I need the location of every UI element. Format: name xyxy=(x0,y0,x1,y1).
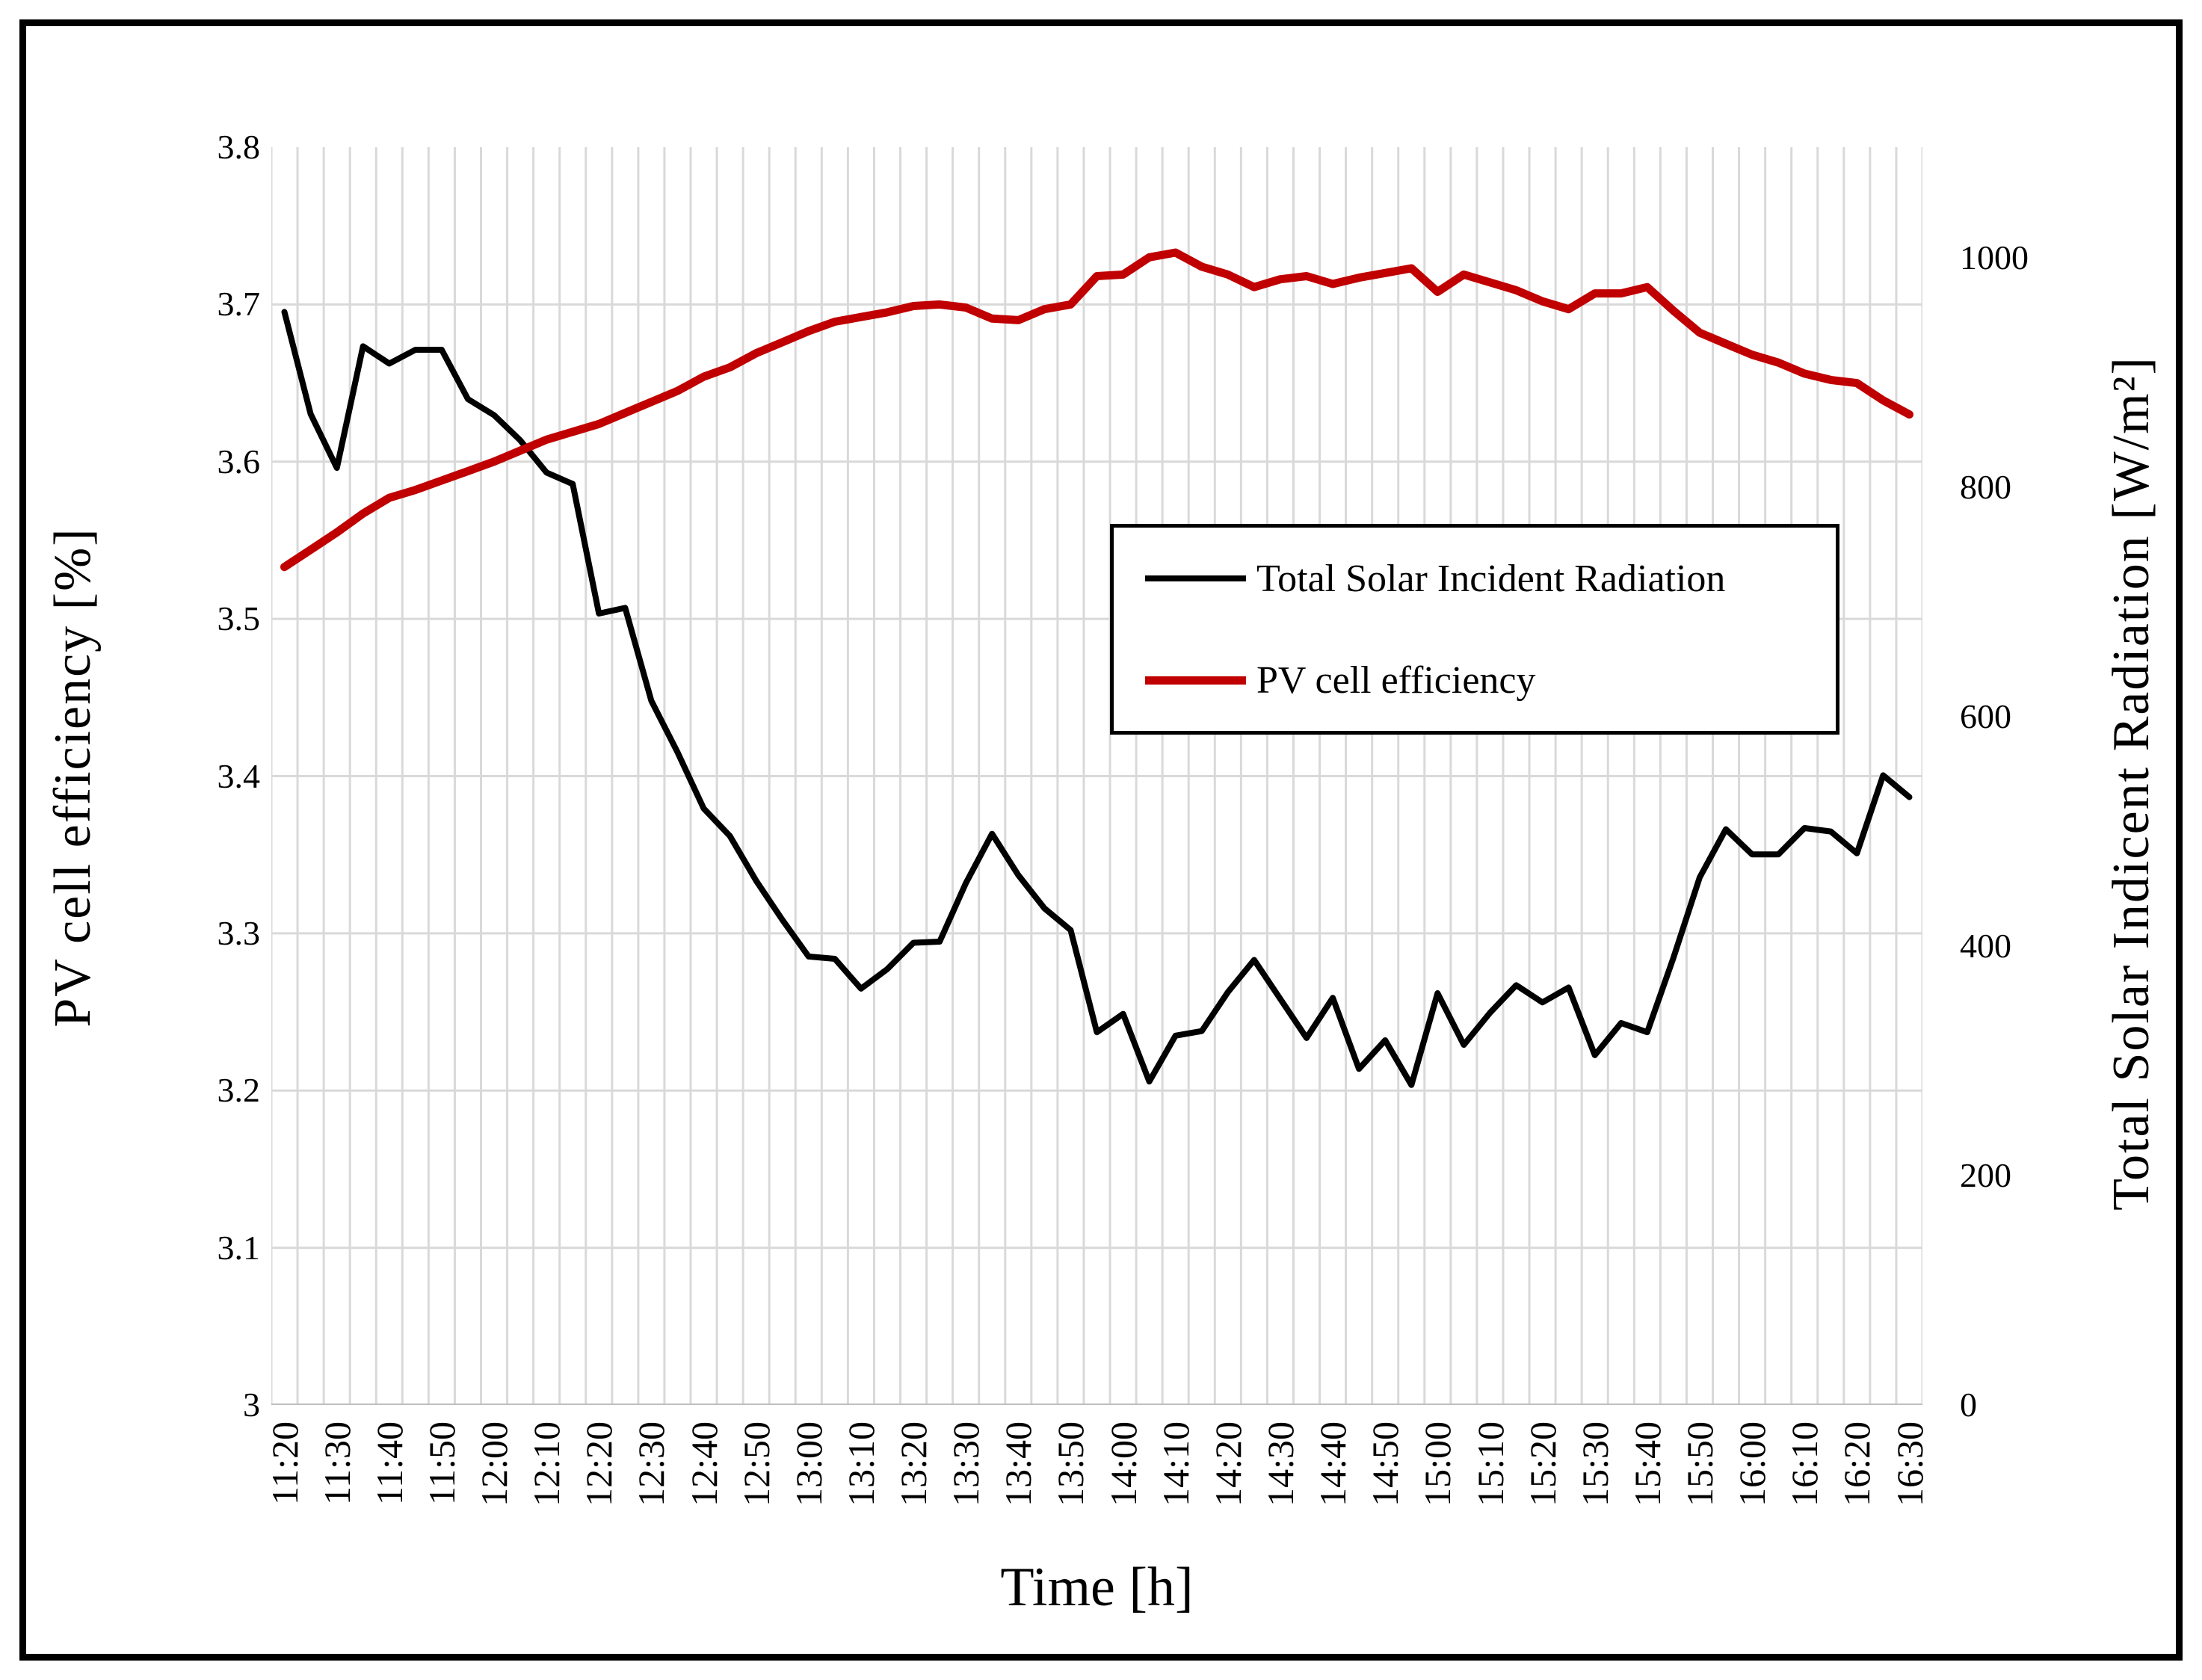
x-axis-tick: 13:00 xyxy=(787,1421,830,1507)
x-axis-tick: 13:50 xyxy=(1049,1421,1092,1507)
right-axis-tick: 1000 xyxy=(1960,238,2029,277)
right-axis-tick: 400 xyxy=(1960,927,2011,966)
x-axis-tick: 14:00 xyxy=(1102,1421,1144,1507)
legend-label-efficiency: PV cell efficiency xyxy=(1256,658,1536,702)
x-axis-tick: 15:50 xyxy=(1679,1421,1721,1507)
x-axis-tick: 16:10 xyxy=(1783,1421,1826,1507)
x-axis-tick: 15:40 xyxy=(1626,1421,1668,1507)
x-axis-tick: 15:10 xyxy=(1469,1421,1511,1507)
x-axis-tick: 12:00 xyxy=(473,1421,515,1507)
left-axis-tick: 3.1 xyxy=(217,1228,261,1267)
right-axis-tick: 200 xyxy=(1960,1156,2011,1195)
right-axis-tick: 0 xyxy=(1960,1386,1977,1424)
left-axis-tick: 3.8 xyxy=(217,128,261,166)
legend-item-efficiency: PV cell efficiency xyxy=(1114,629,1836,731)
x-axis-title: Time [h] xyxy=(1000,1557,1194,1618)
x-axis-tick: 15:30 xyxy=(1573,1421,1616,1507)
x-axis-tick: 12:30 xyxy=(630,1421,673,1507)
plot-area xyxy=(271,147,1922,1405)
left-axis-tick: 3.3 xyxy=(217,913,261,952)
efficiency-line-swatch xyxy=(1145,676,1246,685)
efficiency-line xyxy=(280,248,1913,572)
x-axis-tick: 16:20 xyxy=(1836,1421,1878,1507)
x-axis-tick: 14:50 xyxy=(1364,1421,1407,1507)
figure-border xyxy=(19,19,2183,1661)
x-axis-tick: 16:30 xyxy=(1888,1421,1931,1507)
right-axis-tick: 800 xyxy=(1960,468,2011,507)
x-axis-tick: 14:40 xyxy=(1312,1421,1354,1507)
left-axis-tick: 3.7 xyxy=(217,285,261,324)
x-axis-tick: 13:20 xyxy=(892,1421,935,1507)
x-axis-tick: 12:50 xyxy=(735,1421,777,1507)
x-axis-tick: 14:30 xyxy=(1259,1421,1301,1507)
x-axis-tick: 13:40 xyxy=(997,1421,1040,1507)
x-axis-tick: 13:30 xyxy=(945,1421,987,1507)
left-axis-tick: 3.2 xyxy=(217,1071,261,1110)
x-axis-tick: 13:10 xyxy=(839,1421,882,1507)
right-axis-tick: 600 xyxy=(1960,697,2011,736)
x-axis-tick: 14:20 xyxy=(1206,1421,1249,1507)
x-axis-tick: 11:40 xyxy=(368,1421,410,1506)
x-axis-tick: 11:30 xyxy=(315,1421,358,1506)
x-axis-tick: 12:40 xyxy=(682,1421,725,1507)
x-axis-tick: 11:20 xyxy=(263,1421,306,1506)
x-axis-tick: 11:50 xyxy=(420,1421,463,1506)
legend-item-radiation: Total Solar Incident Radiation xyxy=(1114,528,1836,629)
left-axis-title: PV cell efficiency [%] xyxy=(44,527,102,1028)
radiation-line xyxy=(281,309,1913,1088)
left-axis-tick: 3.4 xyxy=(217,756,261,795)
x-axis-tick: 12:20 xyxy=(578,1421,620,1507)
x-axis-tick: 16:00 xyxy=(1731,1421,1774,1507)
x-axis-tick: 15:20 xyxy=(1521,1421,1564,1507)
legend-label-radiation: Total Solar Incident Radiation xyxy=(1256,557,1726,600)
left-axis-tick: 3.5 xyxy=(217,599,261,638)
left-axis-tick: 3.6 xyxy=(217,442,261,481)
x-axis-tick: 12:10 xyxy=(525,1421,568,1507)
legend: Total Solar Incident Radiation PV cell e… xyxy=(1110,524,1839,735)
radiation-line-swatch xyxy=(1145,575,1246,581)
left-axis-tick: 3 xyxy=(243,1386,260,1424)
right-axis-title: Total Solar Indicent Radiation [W/m²] xyxy=(2103,356,2160,1211)
x-axis-tick: 15:00 xyxy=(1416,1421,1459,1507)
x-axis-tick: 14:10 xyxy=(1154,1421,1197,1507)
